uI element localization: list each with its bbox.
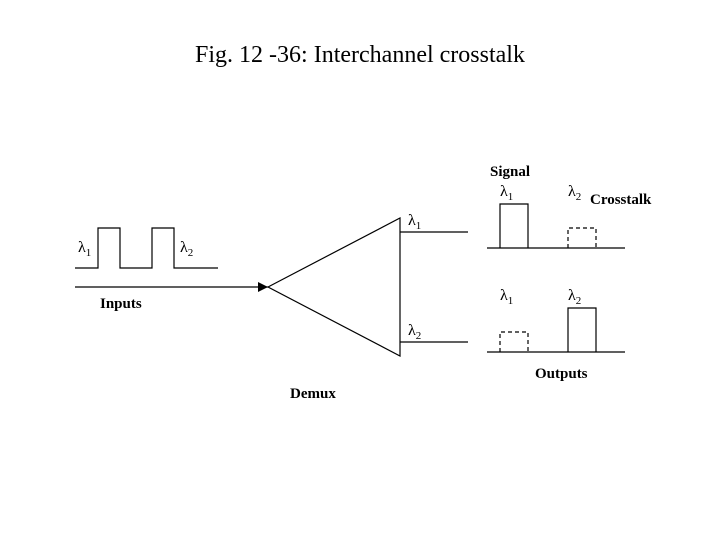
diagram-svg: λ1 λ2 λ1 λ2 λ1 λ2 Signal Crosstalk λ1 λ2 Inputs Dem… — [0, 0, 720, 540]
lambda-label: λ2 — [568, 287, 581, 307]
label-signal: Signal — [490, 164, 530, 180]
label-outputs: Outputs — [535, 366, 588, 382]
crosstalk-pulse-1 — [500, 332, 528, 352]
lambda-label: λ1 — [500, 287, 513, 307]
lambda-label: λ2 — [568, 183, 581, 203]
demux-triangle — [268, 218, 400, 356]
lambda-label: λ2 — [408, 322, 421, 342]
crosstalk-pulse-0 — [568, 228, 596, 248]
label-inputs: Inputs — [100, 296, 142, 312]
input-arrowhead — [258, 282, 268, 292]
lambda-label: λ2 — [180, 239, 193, 259]
lambda-label: λ1 — [78, 239, 91, 259]
label-crosstalk: Crosstalk — [590, 192, 652, 208]
lambda-label: λ1 — [500, 183, 513, 203]
label-demux: Demux — [290, 386, 336, 402]
input-waveform — [75, 228, 218, 268]
lambda-label: λ1 — [408, 212, 421, 232]
signal-pulse-1 — [568, 308, 596, 352]
signal-pulse-0 — [500, 204, 528, 248]
